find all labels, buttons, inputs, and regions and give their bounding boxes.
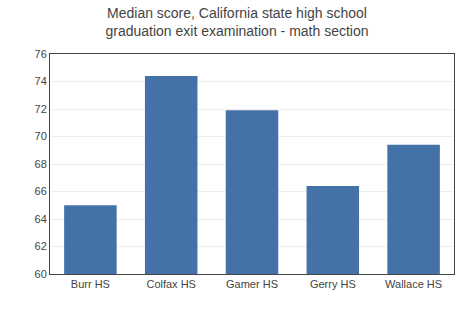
- svg-text:66: 66: [35, 185, 47, 197]
- svg-text:68: 68: [35, 158, 47, 170]
- svg-text:72: 72: [35, 103, 47, 115]
- svg-text:Wallace HS: Wallace HS: [385, 278, 442, 290]
- svg-text:Burr HS: Burr HS: [71, 278, 110, 290]
- svg-text:Colfax HS: Colfax HS: [146, 278, 196, 290]
- svg-text:70: 70: [35, 130, 47, 142]
- svg-text:74: 74: [35, 75, 47, 87]
- svg-text:Gerry HS: Gerry HS: [310, 278, 356, 290]
- svg-text:64: 64: [35, 213, 47, 225]
- svg-text:62: 62: [35, 240, 47, 252]
- svg-text:Median score, California state: Median score, California state high scho…: [105, 5, 368, 39]
- svg-text:Gamer HS: Gamer HS: [226, 278, 278, 290]
- svg-text:60: 60: [35, 268, 47, 280]
- svg-text:76: 76: [35, 48, 47, 60]
